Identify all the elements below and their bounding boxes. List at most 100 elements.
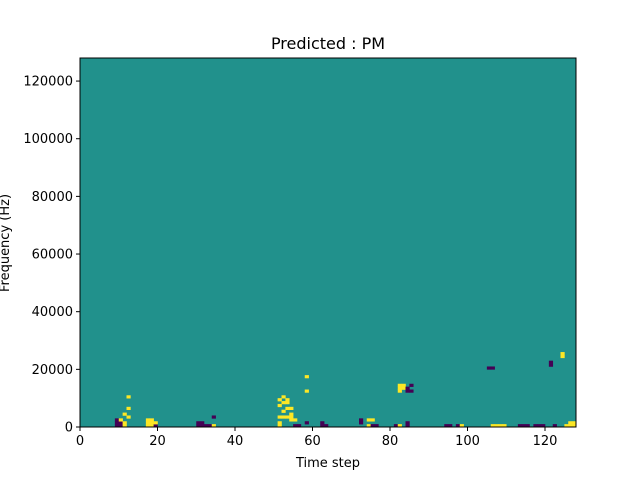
x-tick-label: 100: [455, 434, 480, 449]
heatmap-cell: [486, 366, 492, 370]
heatmap-cell: [409, 389, 414, 393]
heatmap-cell: [370, 418, 375, 422]
heatmap-cell: [405, 421, 410, 425]
heatmap-cell: [277, 415, 282, 419]
heatmap-cell: [145, 424, 151, 428]
heatmap-cell: [289, 418, 294, 422]
heatmap-cell: [285, 406, 290, 411]
heatmap-cell: [114, 418, 120, 422]
heatmap-cell: [548, 360, 554, 364]
y-tick-label: 20000: [32, 363, 73, 378]
heatmap-cell: [572, 424, 577, 428]
heatmap-cell: [281, 415, 286, 419]
x-axis: 0 20 40 60 80 100 120: [76, 427, 558, 449]
heatmap-cell: [397, 386, 402, 390]
heatmap-cell: [196, 421, 201, 425]
heatmap-cell: [324, 424, 329, 428]
heatmap-cell: [393, 424, 399, 428]
plot-area: [79, 57, 577, 428]
heatmap-cell: [285, 401, 290, 405]
heatmap-cell: [521, 424, 526, 428]
heatmap-cell: [118, 421, 123, 425]
x-axis-label: Time step: [295, 456, 360, 471]
heatmap-cell: [405, 424, 410, 428]
heatmap-cell: [277, 421, 282, 425]
heatmap-cell: [320, 424, 325, 428]
heatmap-cell: [281, 401, 286, 405]
heatmap-cell: [204, 424, 209, 428]
heatmap-cell: [568, 421, 573, 425]
heatmap-cell: [293, 424, 298, 428]
heatmap-cell: [126, 406, 131, 411]
heatmap-cell: [370, 424, 375, 428]
heatmap-cell: [304, 389, 309, 393]
heatmap-cell: [285, 398, 290, 402]
heatmap-cell: [293, 418, 298, 422]
heatmap-cell: [145, 418, 151, 422]
heatmap-cell: [297, 424, 302, 428]
heatmap-cell: [374, 424, 379, 428]
heatmap-cell: [541, 424, 546, 428]
heatmap-cell: [498, 424, 503, 428]
heatmap-cell: [118, 418, 123, 422]
y-axis-label: Frequency (Hz): [0, 194, 13, 292]
heatmap-cell: [122, 412, 127, 416]
heatmap-cell: [409, 383, 414, 387]
heatmap-cell: [548, 363, 554, 367]
heatmap-cell: [196, 424, 201, 428]
heatmap-cell: [494, 424, 499, 428]
y-tick-label: 100000: [23, 132, 73, 147]
heatmap-cell: [459, 424, 464, 428]
heatmap-cell: [448, 424, 453, 428]
y-tick-label: 0: [65, 421, 73, 436]
heatmap-cell: [153, 421, 158, 425]
y-tick-label: 80000: [32, 190, 73, 205]
heatmap-cell: [568, 424, 573, 428]
y-axis: 0 20000 40000 60000 80000 100000 120000: [23, 75, 80, 436]
x-tick-label: 0: [76, 434, 84, 449]
heatmap-cell: [281, 409, 286, 413]
heatmap-cell: [560, 352, 565, 356]
heatmap-cell: [114, 424, 120, 428]
heatmap-cell: [405, 386, 410, 390]
heatmap-cell: [277, 398, 282, 402]
heatmap-cell: [533, 424, 538, 428]
heatmap-cell: [126, 395, 131, 399]
heatmap-cell: [118, 424, 123, 428]
heatmap-cell: [149, 424, 154, 428]
heatmap-cell: [366, 418, 371, 422]
heatmap-cell: [502, 424, 507, 428]
heatmap-cell: [277, 403, 282, 408]
heatmap-cell: [285, 415, 290, 419]
heatmap-cell: [200, 424, 205, 428]
heatmap-background: [80, 58, 576, 427]
heatmap-cell: [455, 424, 461, 428]
heatmap-cell: [289, 415, 294, 419]
x-tick-label: 40: [227, 434, 244, 449]
heatmap-cell: [366, 424, 371, 428]
heatmap-cell: [304, 375, 309, 379]
heatmap-cell: [149, 418, 154, 422]
heatmap-cell: [572, 421, 577, 425]
heatmap-cell: [122, 421, 127, 425]
heatmap-cell: [114, 421, 120, 425]
heatmap-cell: [211, 415, 216, 419]
heatmap-cell: [289, 412, 294, 416]
y-tick-label: 120000: [23, 75, 73, 90]
heatmap-cell: [444, 424, 449, 428]
heatmap-cell: [525, 424, 530, 428]
heatmap-cell: [122, 424, 127, 428]
y-tick-label: 60000: [32, 248, 73, 263]
heatmap-cell: [359, 421, 364, 425]
x-tick-label: 60: [304, 434, 321, 449]
y-tick-label: 40000: [32, 305, 73, 320]
heatmap-cell: [277, 424, 282, 428]
heatmap-cell: [289, 406, 294, 411]
x-tick-label: 120: [533, 434, 558, 449]
heatmap-cell: [320, 421, 325, 425]
heatmap-cell: [397, 389, 402, 393]
heatmap-cell: [397, 424, 402, 428]
heatmap-cell: [149, 421, 154, 425]
heatmap-cell: [490, 424, 495, 428]
